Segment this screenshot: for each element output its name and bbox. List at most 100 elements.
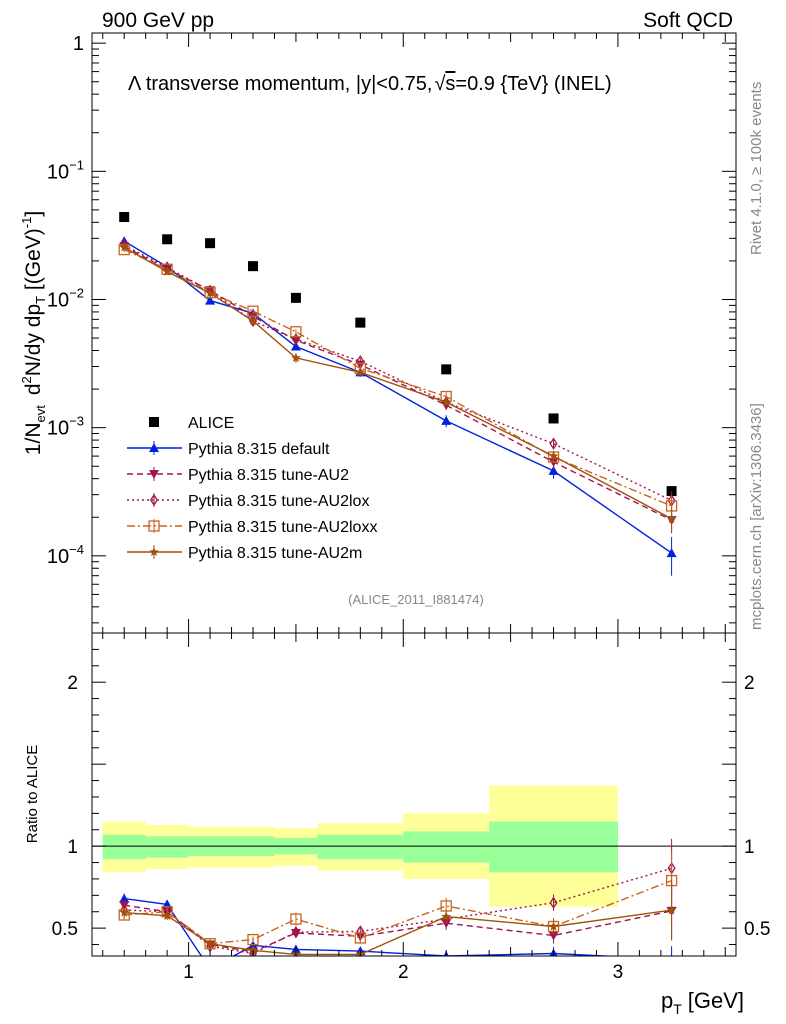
data-point-pythia-8-315-tune-au2m <box>248 316 258 325</box>
rivet-version-label: Rivet 4.1.0, ≥ 100k events <box>748 82 765 255</box>
legend-entry-pythia-8-315-tune-au2m: Pythia 8.315 tune-AU2m <box>127 545 362 562</box>
data-point-pythia-8-315-tune-au2m <box>162 266 172 276</box>
ratio-uncertainty-band-inner <box>489 821 618 873</box>
data-point-alice <box>441 364 452 375</box>
legend-marker-pythia-8-315-tune-au2lox <box>149 493 159 507</box>
data-point-alice <box>548 413 559 424</box>
legend-entry-pythia-8-315-default: Pythia 8.315 default <box>127 441 330 458</box>
data-point-pythia-8-315-default <box>290 341 301 351</box>
x-tick-label: 2 <box>398 962 409 983</box>
ratio-data-point-pythia-8-315-tune-au2loxx <box>204 938 216 950</box>
ratio-y-tick-label-right: 0.5 <box>744 919 770 940</box>
plot-title: Λ transverse momentum, |y|<0.75, √s=0.9 {… <box>128 73 612 95</box>
ratio-uncertainty-band-inner <box>403 831 490 863</box>
data-point-pythia-8-315-tune-au2m <box>205 288 215 298</box>
legend-marker-pythia-8-315-tune-au2m <box>149 547 159 556</box>
main-plot-frame <box>91 32 737 634</box>
ratio-y-axis-title: Ratio to ALICE <box>24 745 41 843</box>
data-point-pythia-8-315-tune-au2lox <box>291 333 300 346</box>
ratio-data-point-pythia-8-315-tune-au2m <box>248 945 258 955</box>
ratio-data-point-pythia-8-315-tune-au2m <box>548 921 559 931</box>
y-tick-label: 1 <box>73 33 84 55</box>
x-axis-title: pT [GeV] <box>661 988 744 1017</box>
main-y-axis-title: 1/Nevtd2N/dy dpT [(GeV)-1] <box>19 211 48 455</box>
legend-marker-pythia-8-315-tune-au2 <box>149 470 159 479</box>
series-line-pythia-8-315-tune-au2lox <box>123 244 672 502</box>
header-right-label: Soft QCD <box>643 9 733 32</box>
ratio-uncertainty-band-inner <box>102 834 146 860</box>
data-point-pythia-8-315-tune-au2lox <box>549 437 558 450</box>
ratio-y-tick-label-right: 2 <box>744 673 755 694</box>
ratio-data-point-pythia-8-315-tune-au2 <box>548 931 559 941</box>
ratio-uncertainty-band-inner <box>145 836 189 858</box>
x-tick-label: 3 <box>613 962 624 983</box>
legend-entry-alice: ALICE <box>149 415 234 432</box>
ratio-data-point-pythia-8-315-tune-au2loxx <box>354 932 366 944</box>
ratio-data-point-pythia-8-315-tune-au2m <box>441 911 451 921</box>
data-point-alice <box>355 317 366 328</box>
data-point-pythia-8-315-default <box>205 295 216 305</box>
legend-label-pythia-8-315-tune-au2m: Pythia 8.315 tune-AU2m <box>188 545 362 562</box>
legend-entry-pythia-8-315-tune-au2loxx: Pythia 8.315 tune-AU2loxx <box>127 519 377 536</box>
ratio-y-tick-label-left: 2 <box>67 673 78 694</box>
ratio-data-point-pythia-8-315-tune-au2lox <box>291 926 300 939</box>
data-point-pythia-8-315-tune-au2m <box>119 242 129 252</box>
y-tick-label: 10−3 <box>47 414 84 440</box>
data-point-pythia-8-315-tune-au2m <box>291 352 301 362</box>
y-tick-label: 10−1 <box>47 157 84 183</box>
ratio-data-point-pythia-8-315-tune-au2m <box>205 938 215 948</box>
ratio-data-point-pythia-8-315-tune-au2m <box>162 910 172 920</box>
legend: ALICE Pythia 8.315 default Pythia 8.315 tu… <box>127 415 377 562</box>
header-left-label: 900 GeV pp <box>102 9 214 32</box>
ratio-y-tick-label-left: 1 <box>67 837 78 858</box>
ratio-data-point-pythia-8-315-tune-au2loxx <box>247 933 259 946</box>
ratio-series-line-pythia-8-315-tune-au2 <box>124 904 672 953</box>
data-point-pythia-8-315-tune-au2loxx <box>290 326 302 338</box>
ratio-series-line-pythia-8-315-tune-au2m <box>124 909 672 956</box>
legend-marker-pythia-8-315-default <box>149 443 159 452</box>
data-point-pythia-8-315-tune-au2lox <box>206 284 215 297</box>
data-point-alice <box>290 292 301 303</box>
legend-label-alice: ALICE <box>188 415 234 432</box>
main-panel: 10−4 10−3 10−2 10−1 1 Λ transverse momentum,… <box>47 32 737 634</box>
y-tick-label: 10−4 <box>47 542 84 568</box>
ratio-data-point-pythia-8-315-tune-au2m <box>119 907 129 917</box>
y-tick-label: 10−2 <box>47 285 84 311</box>
data-point-alice <box>119 212 130 223</box>
svg-text:mcplots.cern.ch [arXiv:1306.34: mcplots.cern.ch [arXiv:1306.3436] <box>748 403 765 630</box>
data-point-pythia-8-315-default <box>548 465 559 475</box>
ratio-series-line-pythia-8-315-tune-au2lox <box>124 867 672 955</box>
ratio-uncertainty-band-inner <box>317 834 404 860</box>
data-point-alice <box>205 238 216 249</box>
ratio-y-tick-label-right: 1 <box>744 837 755 858</box>
ratio-data-point-pythia-8-315-tune-au2lox <box>549 896 558 909</box>
data-point-pythia-8-315-tune-au2m <box>441 397 451 407</box>
legend-label-pythia-8-315-tune-au2lox: Pythia 8.315 tune-AU2lox <box>188 493 369 510</box>
ratio-series-line-pythia-8-315-default <box>124 897 619 956</box>
legend-label-pythia-8-315-tune-au2loxx: Pythia 8.315 tune-AU2loxx <box>188 519 377 536</box>
data-point-pythia-8-315-default <box>666 548 677 558</box>
legend-entry-pythia-8-315-tune-au2lox: Pythia 8.315 tune-AU2lox <box>127 493 369 510</box>
ratio-data-point-pythia-8-315-default <box>119 893 130 903</box>
legend-marker-pythia-8-315-tune-au2loxx <box>148 520 160 532</box>
data-point-pythia-8-315-tune-au2loxx <box>204 287 216 299</box>
svg-text:Rivet 4.1.0, ≥ 100k events: Rivet 4.1.0, ≥ 100k events <box>748 82 765 255</box>
data-point-alice <box>162 234 173 245</box>
data-point-pythia-8-315-tune-au2m <box>355 367 366 377</box>
ratio-panel: 0.5 0.5 1 1 2 2 1 2 3 <box>52 632 770 983</box>
legend-label-pythia-8-315-default: Pythia 8.315 default <box>188 441 330 458</box>
analysis-tag: (ALICE_2011_I881474) <box>348 592 484 607</box>
data-point-alice <box>248 261 258 272</box>
data-point-pythia-8-315-tune-au2m <box>666 513 677 523</box>
legend-entry-pythia-8-315-tune-au2: Pythia 8.315 tune-AU2 <box>127 467 349 484</box>
ratio-plot-frame <box>91 632 737 957</box>
ratio-data-point-pythia-8-315-tune-au2loxx <box>290 913 302 925</box>
ratio-data-point-pythia-8-315-tune-au2m <box>666 905 677 915</box>
legend-label-pythia-8-315-tune-au2: Pythia 8.315 tune-AU2 <box>188 467 349 484</box>
svg-text:Ratio to ALICE: Ratio to ALICE <box>24 745 41 843</box>
svg-text:1/Nevtd2N/dy dpT [(GeV)-1]: 1/Nevtd2N/dy dpT [(GeV)-1] <box>19 211 48 455</box>
mcplots-reference-label: mcplots.cern.ch [arXiv:1306.3436] <box>748 403 765 630</box>
data-point-pythia-8-315-tune-au2m <box>548 451 559 461</box>
legend-marker-alice <box>149 417 159 427</box>
